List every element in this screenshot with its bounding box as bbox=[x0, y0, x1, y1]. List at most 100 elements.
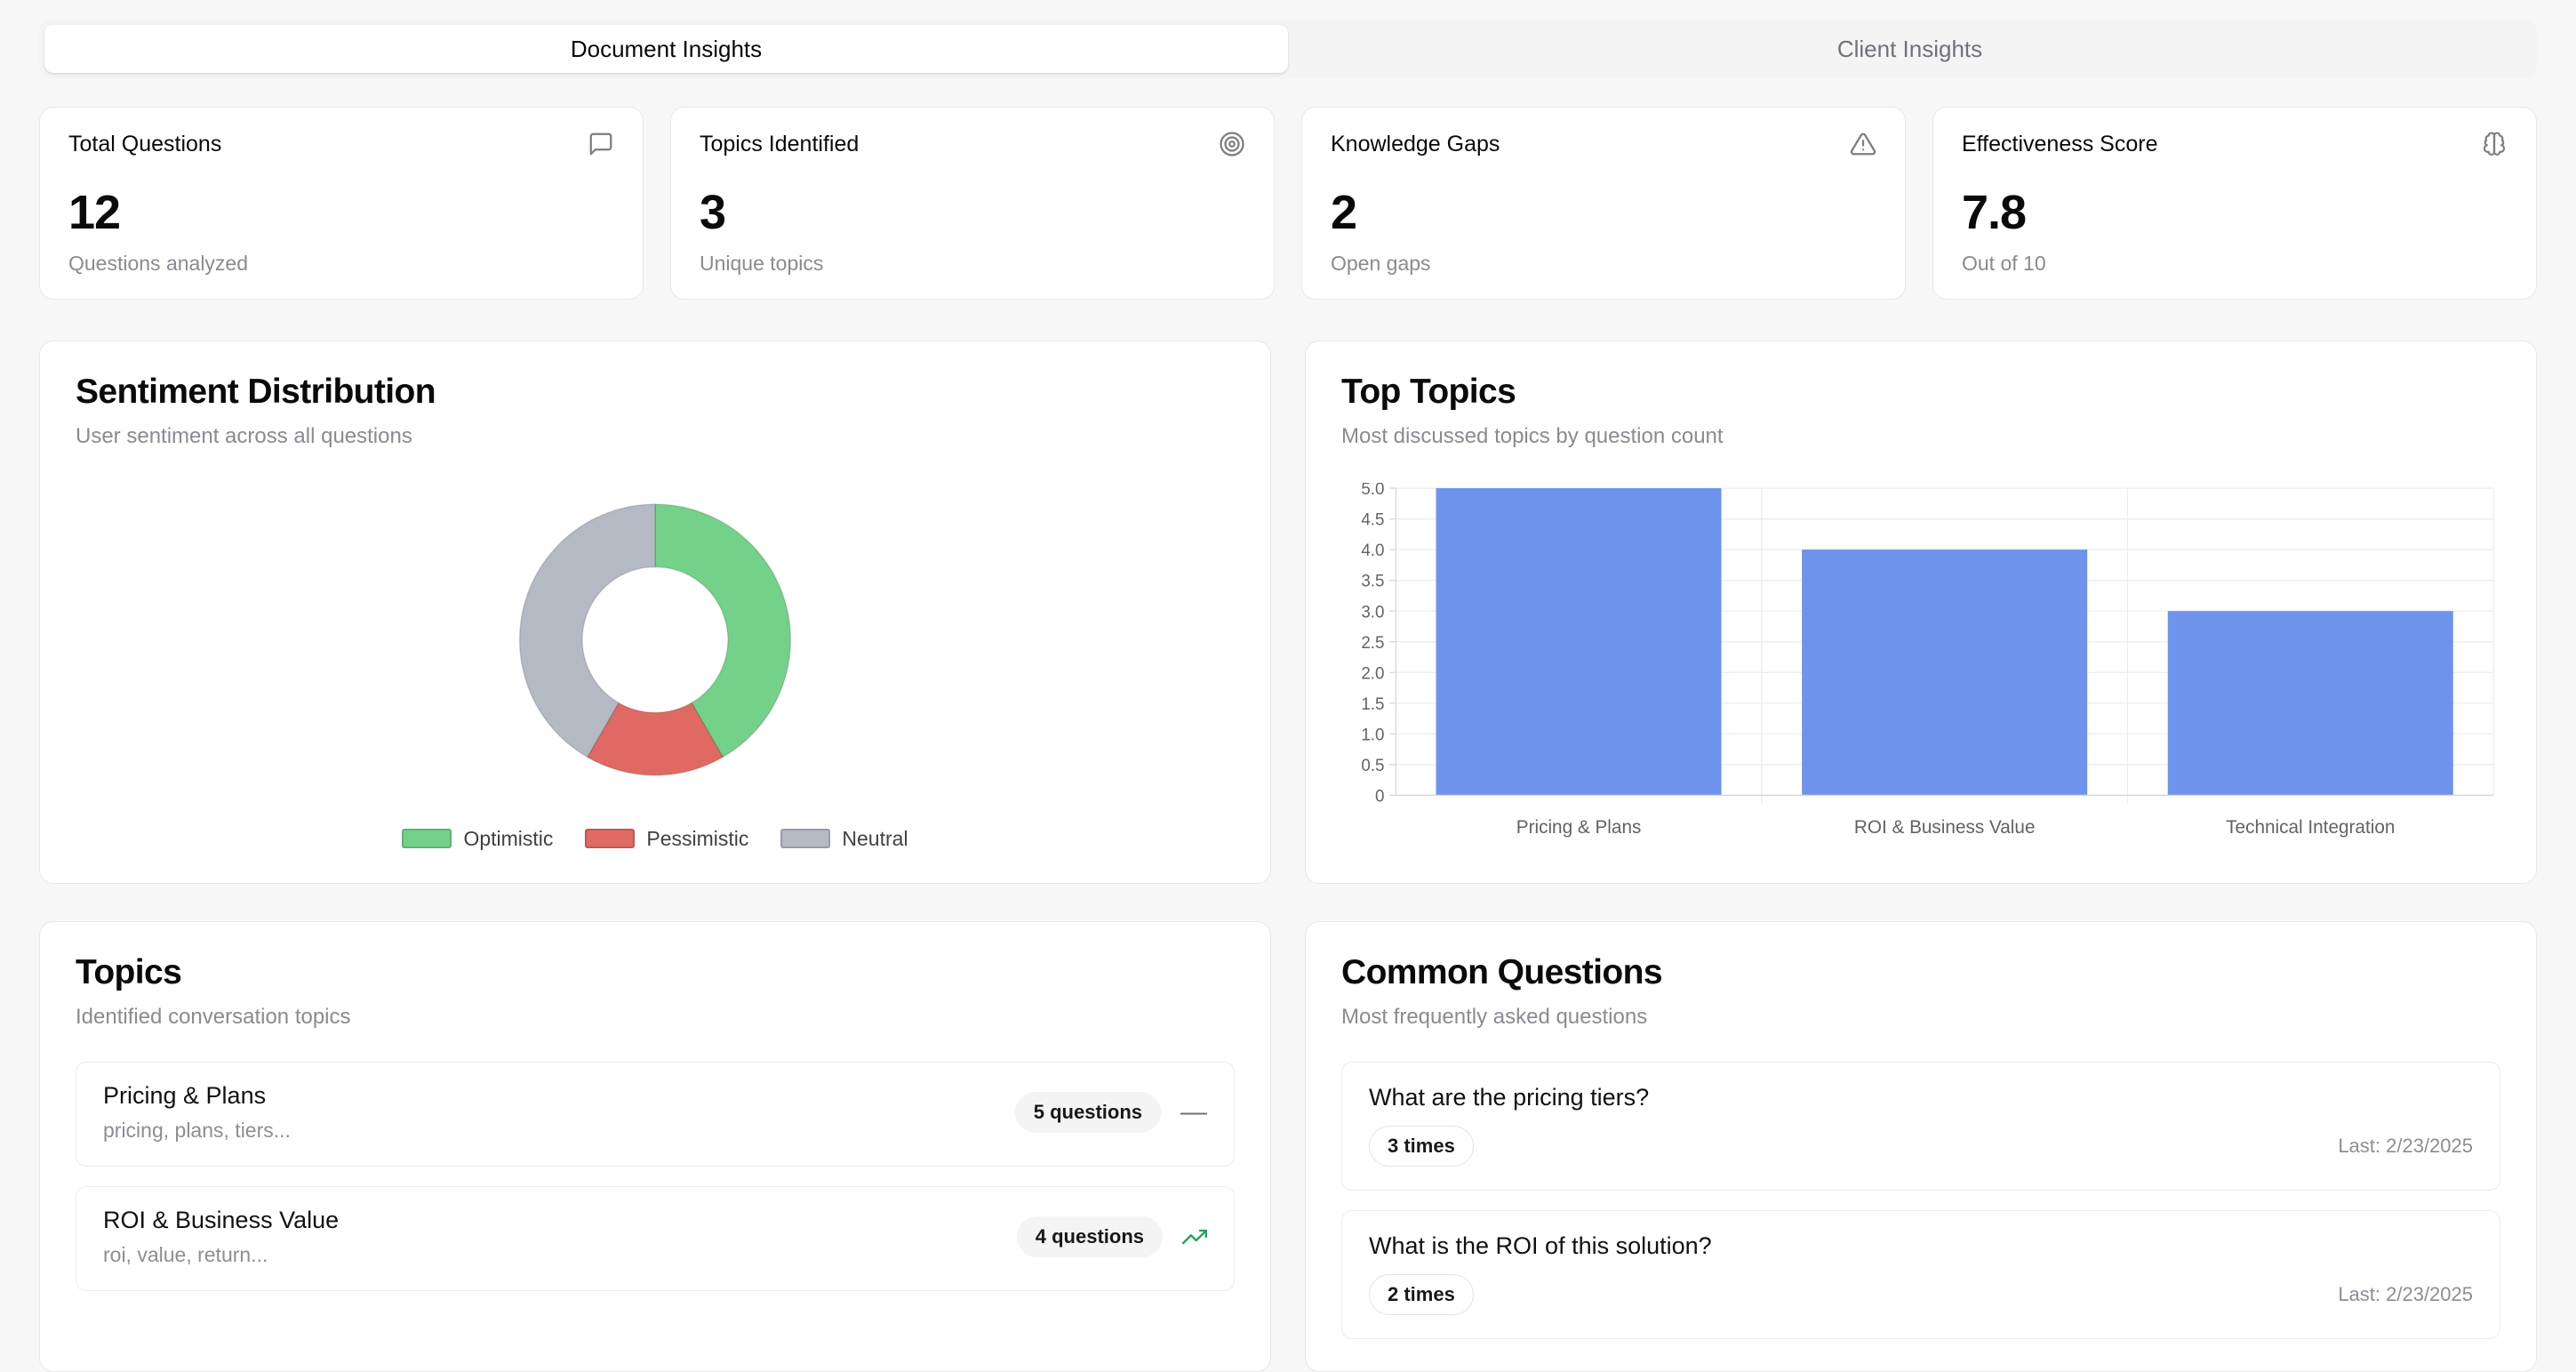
list-item[interactable]: What is the ROI of this solution? 2 time… bbox=[1341, 1209, 2500, 1339]
common-questions-panel: Common Questions Most frequently asked q… bbox=[1305, 920, 2537, 1372]
question-text: What is the ROI of this solution? bbox=[1369, 1232, 1712, 1259]
stat-card-header: Knowledge Gaps bbox=[1331, 132, 1876, 162]
legend-item-pessimistic: Pessimistic bbox=[585, 827, 748, 851]
donut-slice-pessimistic[interactable] bbox=[586, 702, 724, 776]
legend-item-neutral: Neutral bbox=[780, 827, 908, 851]
bar[interactable] bbox=[1802, 550, 2088, 796]
insights-tabs: Document Insights Client Insights bbox=[39, 20, 2537, 78]
topic-keywords: pricing, plans, tiers... bbox=[103, 1118, 291, 1142]
trend-flat-icon: — bbox=[1180, 1096, 1207, 1127]
stat-label: Effectiveness Score bbox=[1962, 132, 2158, 156]
tab-document-insights-label: Document Insights bbox=[570, 35, 763, 62]
panel-title: Top Topics bbox=[1341, 373, 1516, 411]
y-axis-tick-label: 2.5 bbox=[1361, 634, 1384, 653]
question-count-badge: 3 times bbox=[1369, 1125, 1474, 1167]
tab-client-insights[interactable]: Client Insights bbox=[1288, 25, 2532, 73]
panel-subtitle: Most frequently asked questions bbox=[1341, 1004, 1648, 1029]
list-item[interactable]: What are the pricing tiers? 3 times Last… bbox=[1341, 1061, 2500, 1191]
y-axis-tick-label: 1.0 bbox=[1361, 726, 1384, 744]
y-axis-tick-label: 4.0 bbox=[1361, 542, 1384, 560]
topic-question-count-badge: 5 questions bbox=[1014, 1091, 1161, 1133]
topic-question-count-badge: 4 questions bbox=[1016, 1216, 1163, 1257]
topic-keywords: roi, value, return... bbox=[103, 1242, 268, 1266]
panel-subtitle: Most discussed topics by question count bbox=[1341, 423, 1724, 448]
x-axis-tick-label: ROI & Business Value bbox=[1854, 816, 2036, 837]
legend-swatch-pessimistic bbox=[585, 829, 636, 849]
list-item[interactable]: Pricing & Plans pricing, plans, tiers...… bbox=[76, 1061, 1235, 1167]
y-axis-tick-label: 0.5 bbox=[1361, 757, 1384, 775]
brain-icon bbox=[2481, 131, 2508, 162]
question-last-asked: Last: 2/23/2025 bbox=[2338, 1134, 2473, 1157]
bar[interactable] bbox=[1436, 487, 1722, 796]
stat-card-header: Effectiveness Score bbox=[1962, 132, 2508, 162]
stat-label: Knowledge Gaps bbox=[1331, 132, 1500, 156]
legend-label-optimistic: Optimistic bbox=[463, 826, 554, 850]
y-axis-tick-label: 3.0 bbox=[1361, 603, 1384, 622]
panel-title: Sentiment Distribution bbox=[76, 373, 436, 411]
stat-card-header: Total Questions bbox=[68, 132, 614, 162]
tab-document-insights[interactable]: Document Insights bbox=[44, 25, 1288, 73]
charts-row: Sentiment Distribution User sentiment ac… bbox=[39, 341, 2537, 884]
stat-value: 3 bbox=[700, 186, 726, 239]
panel-title: Common Questions bbox=[1341, 952, 1663, 991]
stat-value: 7.8 bbox=[1962, 186, 2027, 239]
stat-sublabel: Questions analyzed bbox=[68, 252, 249, 275]
trending-up-icon bbox=[1182, 1224, 1207, 1249]
legend-label-pessimistic: Pessimistic bbox=[646, 826, 749, 850]
stat-card-knowledge-gaps: Knowledge Gaps 2 Open gaps bbox=[1301, 107, 1906, 300]
y-axis-tick-label: 4.5 bbox=[1361, 510, 1384, 529]
panel-subtitle: Identified conversation topics bbox=[76, 1004, 351, 1029]
stat-card-topics-identified: Topics Identified 3 Unique topics bbox=[670, 107, 1275, 300]
y-axis-tick-label: 0 bbox=[1375, 787, 1384, 806]
list-item[interactable]: ROI & Business Value roi, value, return.… bbox=[76, 1185, 1235, 1291]
stat-cards: Total Questions 12 Questions analyzed To… bbox=[39, 107, 2537, 300]
donut-slice-optimistic[interactable] bbox=[654, 503, 792, 758]
topic-name: ROI & Business Value bbox=[103, 1206, 340, 1233]
y-axis-tick-label: 1.5 bbox=[1361, 695, 1384, 714]
tab-client-insights-label: Client Insights bbox=[1836, 35, 1983, 62]
legend-item-optimistic: Optimistic bbox=[402, 827, 553, 851]
stat-label: Topics Identified bbox=[700, 132, 860, 156]
y-axis-tick-label: 5.0 bbox=[1361, 483, 1384, 499]
question-last-asked: Last: 2/23/2025 bbox=[2338, 1282, 2473, 1305]
stat-sublabel: Open gaps bbox=[1331, 252, 1431, 275]
stat-card-effectiveness-score: Effectiveness Score 7.8 Out of 10 bbox=[1932, 107, 2537, 300]
stat-sublabel: Out of 10 bbox=[1962, 252, 2046, 275]
stat-value: 2 bbox=[1331, 186, 1357, 239]
message-square-icon bbox=[588, 131, 614, 162]
topic-info: ROI & Business Value roi, value, return.… bbox=[103, 1207, 339, 1267]
topic-info: Pricing & Plans pricing, plans, tiers... bbox=[103, 1082, 291, 1143]
x-axis-tick-label: Pricing & Plans bbox=[1516, 816, 1642, 837]
topics-panel: Topics Identified conversation topics Pr… bbox=[39, 920, 1271, 1372]
topic-meta: 5 questions — bbox=[1014, 1091, 1207, 1133]
topic-name: Pricing & Plans bbox=[103, 1081, 267, 1109]
stat-label: Total Questions bbox=[68, 132, 222, 156]
legend-swatch-optimistic bbox=[402, 829, 452, 849]
donut-slice-neutral[interactable] bbox=[518, 503, 656, 758]
topics-list: Pricing & Plans pricing, plans, tiers...… bbox=[76, 1061, 1235, 1291]
legend-swatch-neutral bbox=[780, 829, 831, 849]
alert-triangle-icon bbox=[1850, 131, 1876, 162]
top-topics-bar-chart: 0 0.5 1.0 1.5 2.0 2.5 3.0 3.5 4.0 4.5 5.0 Pricing &… bbox=[1341, 449, 2500, 851]
target-icon bbox=[1219, 131, 1245, 162]
panel-subtitle: User sentiment across all questions bbox=[76, 423, 412, 448]
legend-label-neutral: Neutral bbox=[842, 826, 908, 850]
common-questions-list: What are the pricing tiers? 3 times Last… bbox=[1341, 1061, 2500, 1339]
y-axis-tick-label: 2.0 bbox=[1361, 664, 1384, 683]
top-topics-panel: Top Topics Most discussed topics by ques… bbox=[1305, 341, 2537, 884]
topic-meta: 4 questions bbox=[1016, 1216, 1207, 1257]
question-meta: 3 times Last: 2/23/2025 bbox=[1369, 1125, 2473, 1167]
sentiment-donut-chart: Optimistic Pessimistic Neutral bbox=[76, 449, 1235, 851]
question-count-badge: 2 times bbox=[1369, 1273, 1474, 1315]
lists-row: Topics Identified conversation topics Pr… bbox=[39, 920, 2537, 1372]
stat-card-total-questions: Total Questions 12 Questions analyzed bbox=[39, 107, 644, 300]
question-meta: 2 times Last: 2/23/2025 bbox=[1369, 1273, 2473, 1315]
sentiment-distribution-panel: Sentiment Distribution User sentiment ac… bbox=[39, 341, 1271, 884]
question-text: What are the pricing tiers? bbox=[1369, 1083, 1650, 1111]
donut-svg bbox=[518, 503, 792, 776]
bar[interactable] bbox=[2167, 611, 2453, 796]
panel-title: Topics bbox=[76, 952, 182, 991]
x-axis-tick-label: Technical Integration bbox=[2226, 816, 2395, 837]
bar-chart-svg: 0 0.5 1.0 1.5 2.0 2.5 3.0 3.5 4.0 4.5 5.0 Pricing &… bbox=[1361, 480, 2494, 838]
